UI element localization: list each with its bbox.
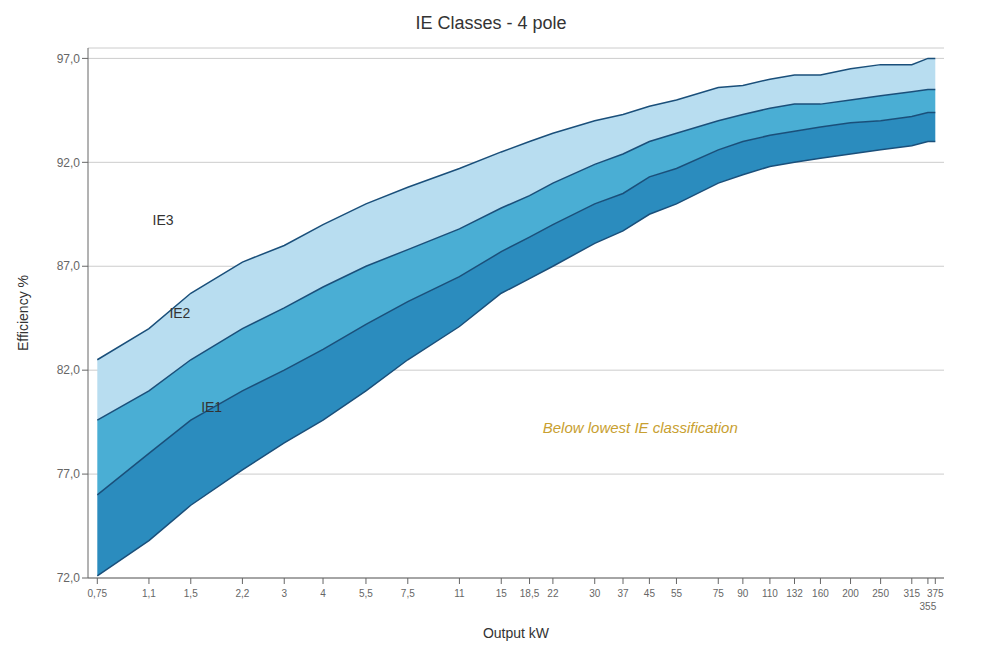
svg-text:7,5: 7,5 xyxy=(401,588,415,599)
svg-text:77,0: 77,0 xyxy=(57,467,81,481)
svg-text:1,1: 1,1 xyxy=(142,588,156,599)
svg-text:IE1: IE1 xyxy=(201,399,222,415)
svg-text:97,0: 97,0 xyxy=(57,52,81,66)
svg-text:110: 110 xyxy=(762,588,778,599)
svg-text:Below lowest IE classification: Below lowest IE classification xyxy=(543,419,738,436)
svg-text:250: 250 xyxy=(872,588,889,599)
svg-text:132: 132 xyxy=(786,588,803,599)
svg-text:315: 315 xyxy=(903,588,920,599)
svg-text:0,75: 0,75 xyxy=(88,588,108,599)
svg-text:82,0: 82,0 xyxy=(57,363,81,377)
svg-text:2,2: 2,2 xyxy=(235,588,249,599)
svg-text:1,5: 1,5 xyxy=(184,588,198,599)
svg-text:355: 355 xyxy=(920,601,937,612)
svg-text:37: 37 xyxy=(617,588,629,599)
svg-text:Output kW: Output kW xyxy=(483,625,550,641)
svg-text:30: 30 xyxy=(589,588,601,599)
svg-text:87,0: 87,0 xyxy=(57,259,81,273)
svg-text:IE3: IE3 xyxy=(153,212,174,228)
svg-text:5,5: 5,5 xyxy=(359,588,373,599)
svg-text:4: 4 xyxy=(320,588,326,599)
svg-text:3: 3 xyxy=(281,588,287,599)
svg-text:200: 200 xyxy=(842,588,859,599)
svg-text:90: 90 xyxy=(737,588,749,599)
svg-text:45: 45 xyxy=(644,588,656,599)
svg-text:22: 22 xyxy=(547,588,559,599)
svg-text:160: 160 xyxy=(812,588,829,599)
svg-text:72,0: 72,0 xyxy=(57,571,81,585)
svg-text:55: 55 xyxy=(671,588,683,599)
svg-text:92,0: 92,0 xyxy=(57,156,81,170)
svg-text:18,5: 18,5 xyxy=(520,588,540,599)
svg-text:375: 375 xyxy=(927,588,944,599)
svg-text:IE2: IE2 xyxy=(169,305,190,321)
html-text:IE Classes - 4 pole: IE Classes - 4 pole xyxy=(415,13,567,33)
svg-text:15: 15 xyxy=(496,588,508,599)
svg-text:Efficiency %: Efficiency % xyxy=(15,275,31,351)
svg-text:11: 11 xyxy=(454,588,465,599)
svg-text:75: 75 xyxy=(713,588,725,599)
